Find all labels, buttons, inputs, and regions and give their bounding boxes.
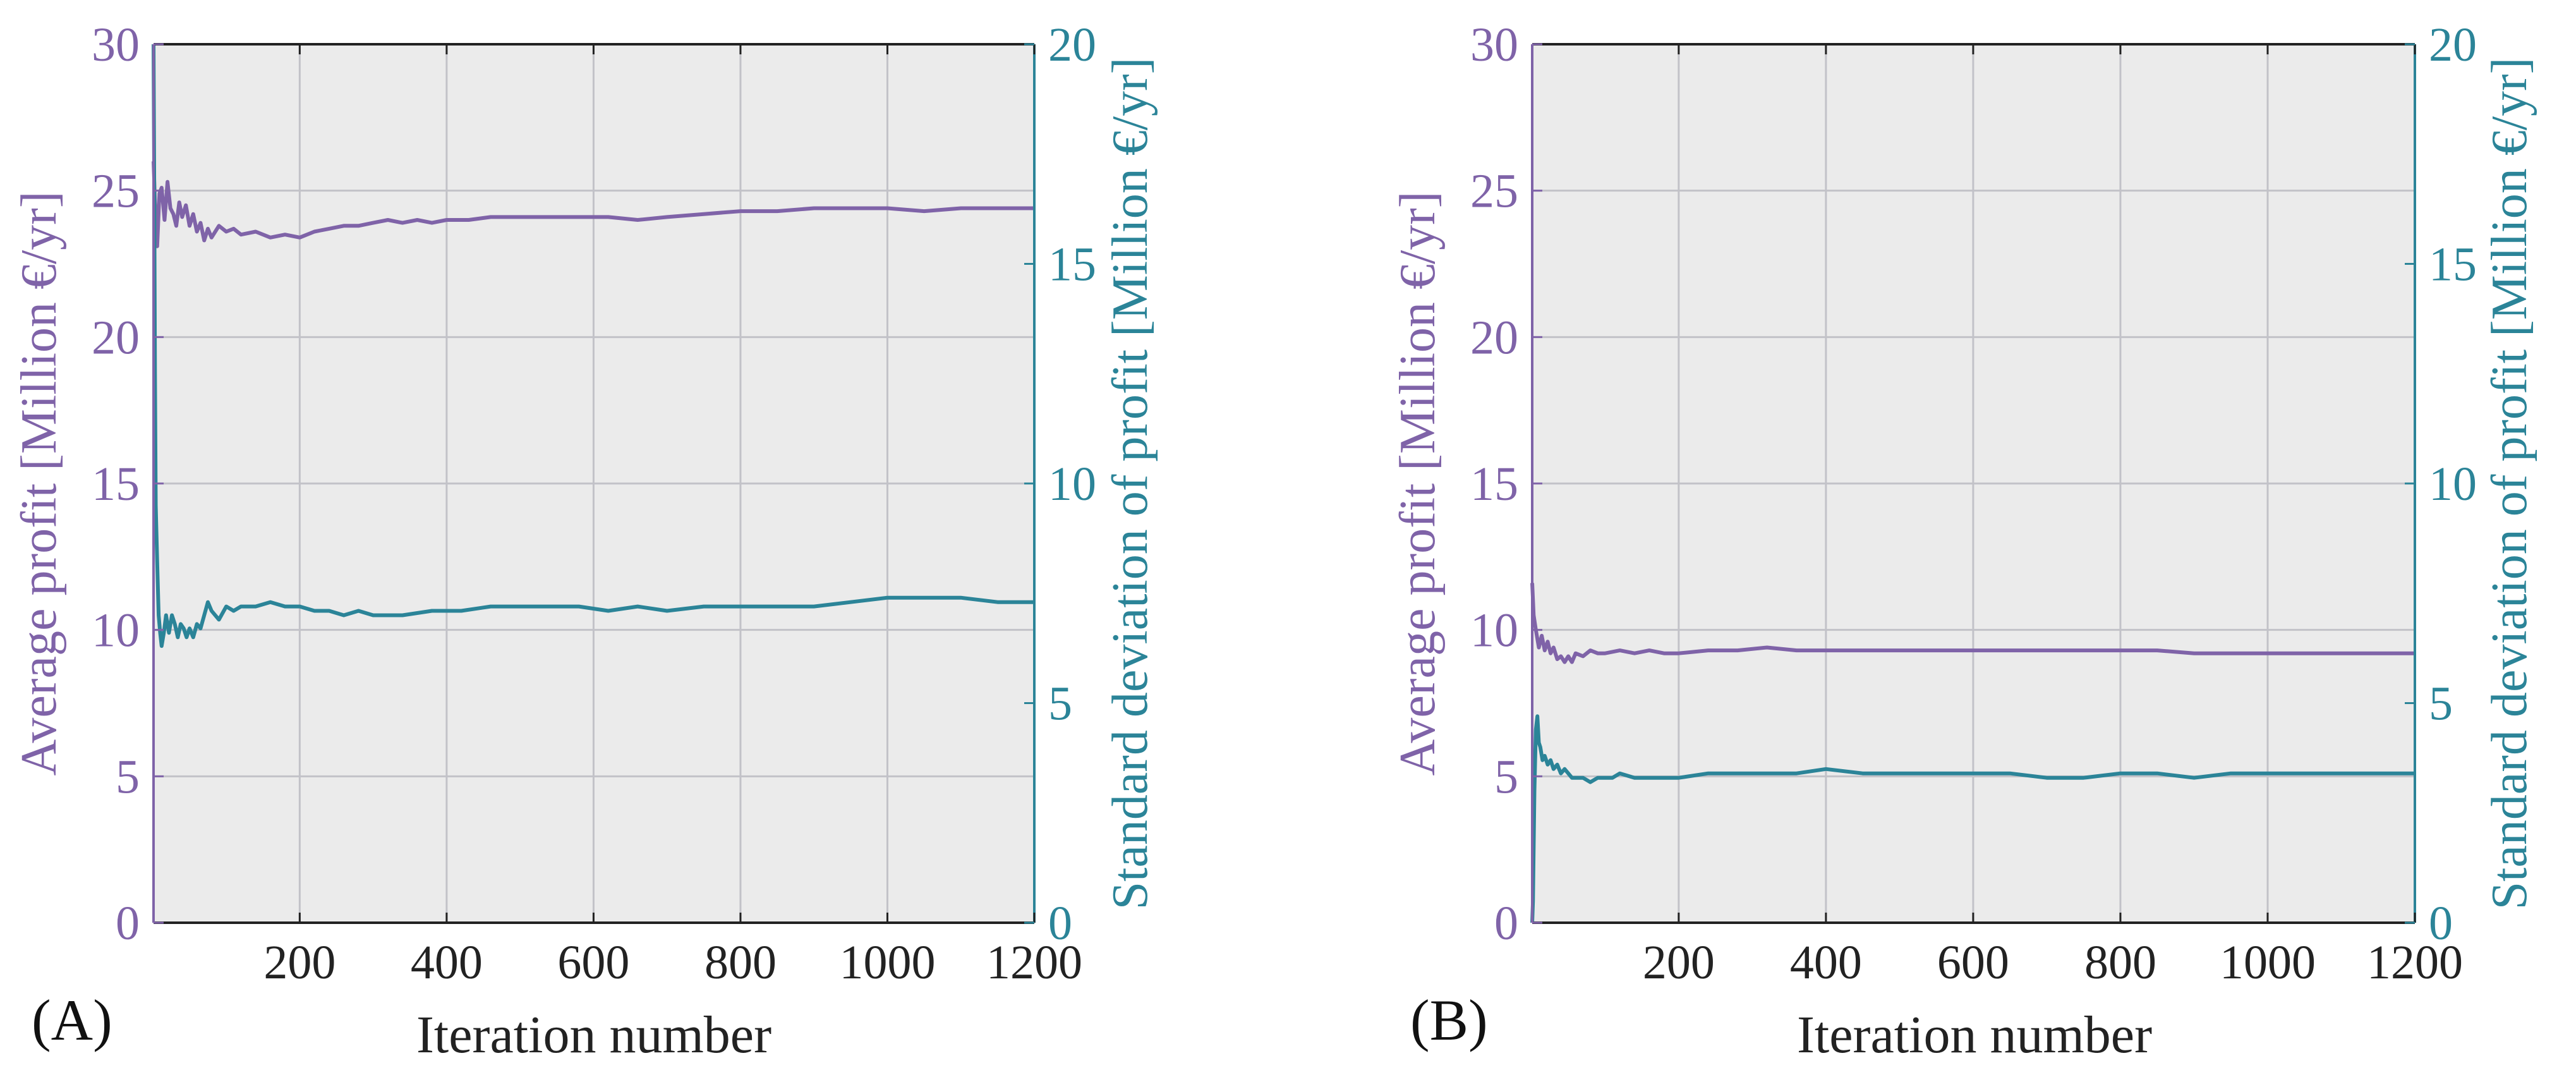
panel-a-right-y-axis-label: Standard deviation of profit [Million €/…: [1103, 58, 1158, 910]
panel-b-left-y-tick-label: 20: [1470, 311, 1518, 364]
panel-a-left-y-axis-label: Average profit [Million €/yr]: [11, 191, 67, 776]
panel-a-x-tick-label: 400: [411, 936, 483, 989]
panel-a-grid: [154, 44, 1034, 923]
panel-a-left-y-tick-label: 15: [92, 458, 140, 511]
panel-b-x-tick-label: 400: [1790, 936, 1862, 989]
panel-b-x-tick-label: 1200: [2367, 936, 2463, 989]
panel-a-left-y-tick-label: 10: [92, 604, 140, 657]
panel-b-right-y-tick-label: 10: [2429, 458, 2477, 511]
panel-a-x-tick-label: 1200: [986, 936, 1082, 989]
panel-b-axes: [1531, 43, 2416, 924]
panel-b-right-y-tick-label: 15: [2429, 238, 2477, 291]
panel-b-grid: [1532, 44, 2415, 923]
panel-a-left-y-tick-label: 20: [92, 311, 140, 364]
panel-a-left-y-tick-label: 25: [92, 165, 140, 218]
panel-b-label: (B): [1410, 988, 1488, 1052]
panel-b-x-tick-label: 200: [1643, 936, 1715, 989]
panel-b-x-axis-label: Iteration number: [1797, 1006, 2152, 1064]
panel-b-left-y-tick-label: 15: [1470, 458, 1518, 511]
panel-b-x-tick-label: 600: [1937, 936, 2009, 989]
panel-a-x-tick-label: 200: [263, 936, 336, 989]
panel-b-left-y-tick-label: 30: [1470, 18, 1518, 71]
panel-a-x-tick-label: 1000: [839, 936, 935, 989]
panel-a: 200 400 600 800 1000 120005101520253005101520…: [11, 18, 1158, 1064]
panel-b-right-y-tick-label: 20: [2429, 18, 2477, 71]
panel-b-x-tick-label: 1000: [2220, 936, 2316, 989]
panel-a-right-y-tick-label: 5: [1048, 678, 1072, 731]
panel-a-x-tick-label: 800: [704, 936, 777, 989]
panel-a-axes: [152, 43, 1036, 924]
panel-b-left-y-tick-label: 25: [1470, 165, 1518, 218]
panel-b-left-y-tick-label: 5: [1494, 750, 1518, 803]
panel-b-right-y-tick-label: 5: [2429, 678, 2453, 731]
panel-a-average-profit-line: [152, 161, 1034, 248]
panel-b-right-y-axis-label: Standard deviation of profit [Million €/…: [2482, 58, 2537, 910]
panel-a-right-y-tick-label: 0: [1048, 897, 1072, 950]
panel-a-left-y-tick-label: 5: [116, 750, 140, 803]
panel-a-label: (A): [32, 988, 112, 1052]
panel-b-std-deviation-line: [1530, 714, 2415, 923]
panel-a-right-y-tick-label: 20: [1048, 18, 1096, 71]
panel-a-right-y-tick-label: 15: [1048, 238, 1096, 291]
panel-a-left-y-tick-label: 0: [116, 897, 140, 950]
panel-b-right-y-tick-label: 0: [2429, 897, 2453, 950]
panel-a-x-tick-label: 600: [557, 936, 629, 989]
panel-b-left-y-axis-label: Average profit [Million €/yr]: [1390, 191, 1446, 776]
panel-b: 200 400 600 800 1000 120005101520253005101520…: [1390, 18, 2537, 1064]
panel-a-right-y-tick-label: 10: [1048, 458, 1096, 511]
panel-a-x-axis-label: Iteration number: [416, 1006, 771, 1064]
panel-b-left-y-tick-label: 0: [1494, 897, 1518, 950]
panel-b-left-y-tick-label: 10: [1470, 604, 1518, 657]
panel-b-average-profit-line: [1530, 583, 2415, 664]
panel-b-x-tick-label: 800: [2084, 936, 2156, 989]
panel-a-left-y-tick-label: 30: [92, 18, 140, 71]
panel-b-series: [1530, 583, 2415, 923]
panel-a-std-deviation-line: [152, 44, 1034, 648]
panel-a-series: [152, 44, 1034, 648]
